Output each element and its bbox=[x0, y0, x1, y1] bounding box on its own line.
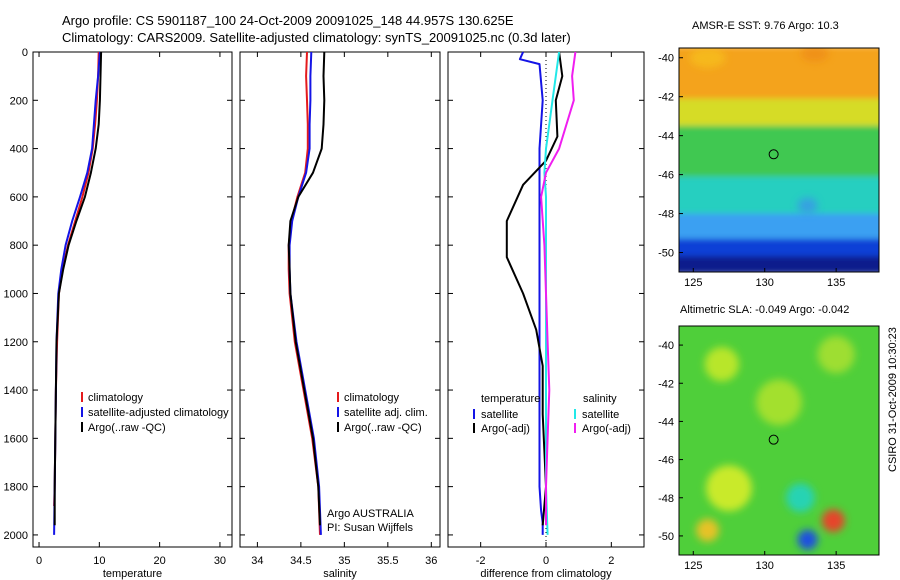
sst-cold-spot bbox=[797, 197, 818, 214]
legend-label-temperature: satellite bbox=[481, 409, 518, 421]
x-tick-label-difference: -2 bbox=[476, 555, 486, 567]
y-tick-label: 1600 bbox=[4, 433, 28, 445]
y-tick-label: 200 bbox=[10, 95, 28, 107]
argo-position-marker bbox=[768, 149, 779, 160]
map-x-tick-label: 135 bbox=[827, 560, 845, 572]
map-x-tick-label: 125 bbox=[684, 277, 702, 289]
map-y-tick-label: -40 bbox=[658, 340, 674, 352]
sla-blob bbox=[821, 509, 845, 533]
x-tick-label-difference: 2 bbox=[608, 555, 614, 567]
map-y-tick-label: -42 bbox=[658, 378, 674, 390]
x-tick-label-temperature: 30 bbox=[214, 555, 226, 567]
legend-label-temperature: satellite-adjusted climatology bbox=[88, 407, 229, 419]
x-tick-label-salinity: 35 bbox=[338, 555, 350, 567]
argo-annotation: PI: Susan Wijffels bbox=[327, 522, 413, 534]
x-axis-label-salinity: salinity bbox=[323, 568, 357, 580]
legend-label-temperature: climatology bbox=[88, 392, 144, 404]
x-tick-label-temperature: 20 bbox=[154, 555, 166, 567]
legend-label-temperature: Argo(-adj) bbox=[481, 423, 530, 435]
x-tick-label-difference: 0 bbox=[543, 555, 549, 567]
map-y-tick-label: -44 bbox=[658, 416, 674, 428]
credit-stamp: CSIRO 31-Oct-2009 10:30:23 bbox=[887, 327, 899, 472]
map-x-tick-label: 125 bbox=[684, 560, 702, 572]
sla-blob bbox=[786, 483, 815, 513]
sla-blob bbox=[756, 379, 802, 426]
y-tick-label: 1200 bbox=[4, 337, 28, 349]
y-tick-label: 0 bbox=[22, 47, 28, 59]
series-line-difference-blue bbox=[518, 51, 544, 535]
map-field-sla_map bbox=[679, 326, 879, 555]
map-y-tick-label: -46 bbox=[658, 170, 674, 182]
sst-band bbox=[679, 125, 879, 181]
x-tick-label-salinity: 34.5 bbox=[290, 555, 311, 567]
map-x-tick-label: 135 bbox=[827, 277, 845, 289]
sst-warm-spot bbox=[689, 48, 726, 68]
sst-band bbox=[679, 256, 879, 272]
climatology-title: Climatology: CARS2009. Satellite-adjuste… bbox=[62, 30, 571, 45]
sla-blob bbox=[817, 336, 855, 374]
x-tick-label-salinity: 34 bbox=[251, 555, 263, 567]
series-line-difference-magenta bbox=[540, 51, 577, 526]
legend-label-salinity: Argo(-adj) bbox=[582, 423, 631, 435]
x-tick-label-salinity: 35.5 bbox=[377, 555, 398, 567]
map-field-sst_map bbox=[679, 48, 879, 272]
sla-blob bbox=[706, 465, 752, 512]
panel-frame-temperature bbox=[32, 51, 233, 548]
argo-position-marker bbox=[768, 434, 779, 445]
x-tick-label-salinity: 36 bbox=[425, 555, 437, 567]
sst-band bbox=[679, 98, 879, 130]
series-line-salinity-black bbox=[287, 51, 326, 526]
sla-map-title: Altimetric SLA: -0.049 Argo: -0.042 bbox=[680, 304, 850, 316]
sst-band bbox=[679, 176, 879, 218]
map-y-tick-label: -44 bbox=[658, 131, 674, 143]
sla-blob bbox=[696, 518, 719, 542]
map-y-tick-label: -48 bbox=[658, 493, 674, 505]
sst-warm-spot bbox=[800, 48, 829, 62]
x-axis-label-temperature: temperature bbox=[103, 568, 162, 580]
map-x-tick-label: 130 bbox=[756, 560, 774, 572]
series-line-difference-cyan bbox=[543, 51, 561, 535]
map-y-tick-label: -50 bbox=[658, 531, 674, 543]
legend-label-salinity: climatology bbox=[344, 392, 400, 404]
sst-band bbox=[679, 213, 879, 243]
sla-blob bbox=[704, 347, 739, 382]
map-y-tick-label: -40 bbox=[658, 53, 674, 65]
y-tick-label: 1000 bbox=[4, 288, 28, 300]
x-tick-label-temperature: 0 bbox=[36, 555, 42, 567]
sla-blobs bbox=[696, 336, 855, 550]
y-tick-label: 600 bbox=[10, 192, 28, 204]
legend-label-temperature: Argo(..raw -QC) bbox=[88, 422, 166, 434]
y-tick-label: 1800 bbox=[4, 482, 28, 494]
legend-header-salinity: salinity bbox=[583, 393, 617, 405]
map-y-tick-label: -48 bbox=[658, 209, 674, 221]
x-tick-label-temperature: 10 bbox=[93, 555, 105, 567]
series-line-temperature-black bbox=[53, 51, 103, 526]
y-tick-label: 400 bbox=[10, 144, 28, 156]
map-y-tick-label: -50 bbox=[658, 248, 674, 260]
sst-highlights bbox=[689, 48, 829, 214]
map-frame-sst_map bbox=[678, 47, 880, 273]
panel-frame-salinity bbox=[239, 51, 441, 548]
y-tick-label: 800 bbox=[10, 240, 28, 252]
sst-band bbox=[679, 238, 879, 261]
legend-label-salinity: Argo(..raw -QC) bbox=[344, 422, 422, 434]
x-axis-label-difference: difference from climatology bbox=[480, 568, 612, 580]
sst-map-title: AMSR-E SST: 9.76 Argo: 10.3 bbox=[692, 20, 839, 32]
sst-bands bbox=[679, 48, 879, 272]
sla-blob bbox=[797, 529, 818, 550]
series-line-difference-black bbox=[505, 51, 564, 526]
map-x-tick-label: 130 bbox=[756, 277, 774, 289]
map-y-tick-label: -46 bbox=[658, 455, 674, 467]
legend-label-salinity: satellite bbox=[582, 409, 619, 421]
map-frame-sla_map bbox=[678, 325, 880, 556]
profile-title: Argo profile: CS 5901187_100 24-Oct-2009… bbox=[62, 13, 514, 28]
map-y-tick-label: -42 bbox=[658, 92, 674, 104]
y-tick-label: 2000 bbox=[4, 530, 28, 542]
argo-annotation: Argo AUSTRALIA bbox=[327, 508, 414, 520]
y-tick-label: 1400 bbox=[4, 385, 28, 397]
legend-label-salinity: satellite adj. clim. bbox=[344, 407, 428, 419]
legend-header-temperature: temperature bbox=[481, 393, 540, 405]
